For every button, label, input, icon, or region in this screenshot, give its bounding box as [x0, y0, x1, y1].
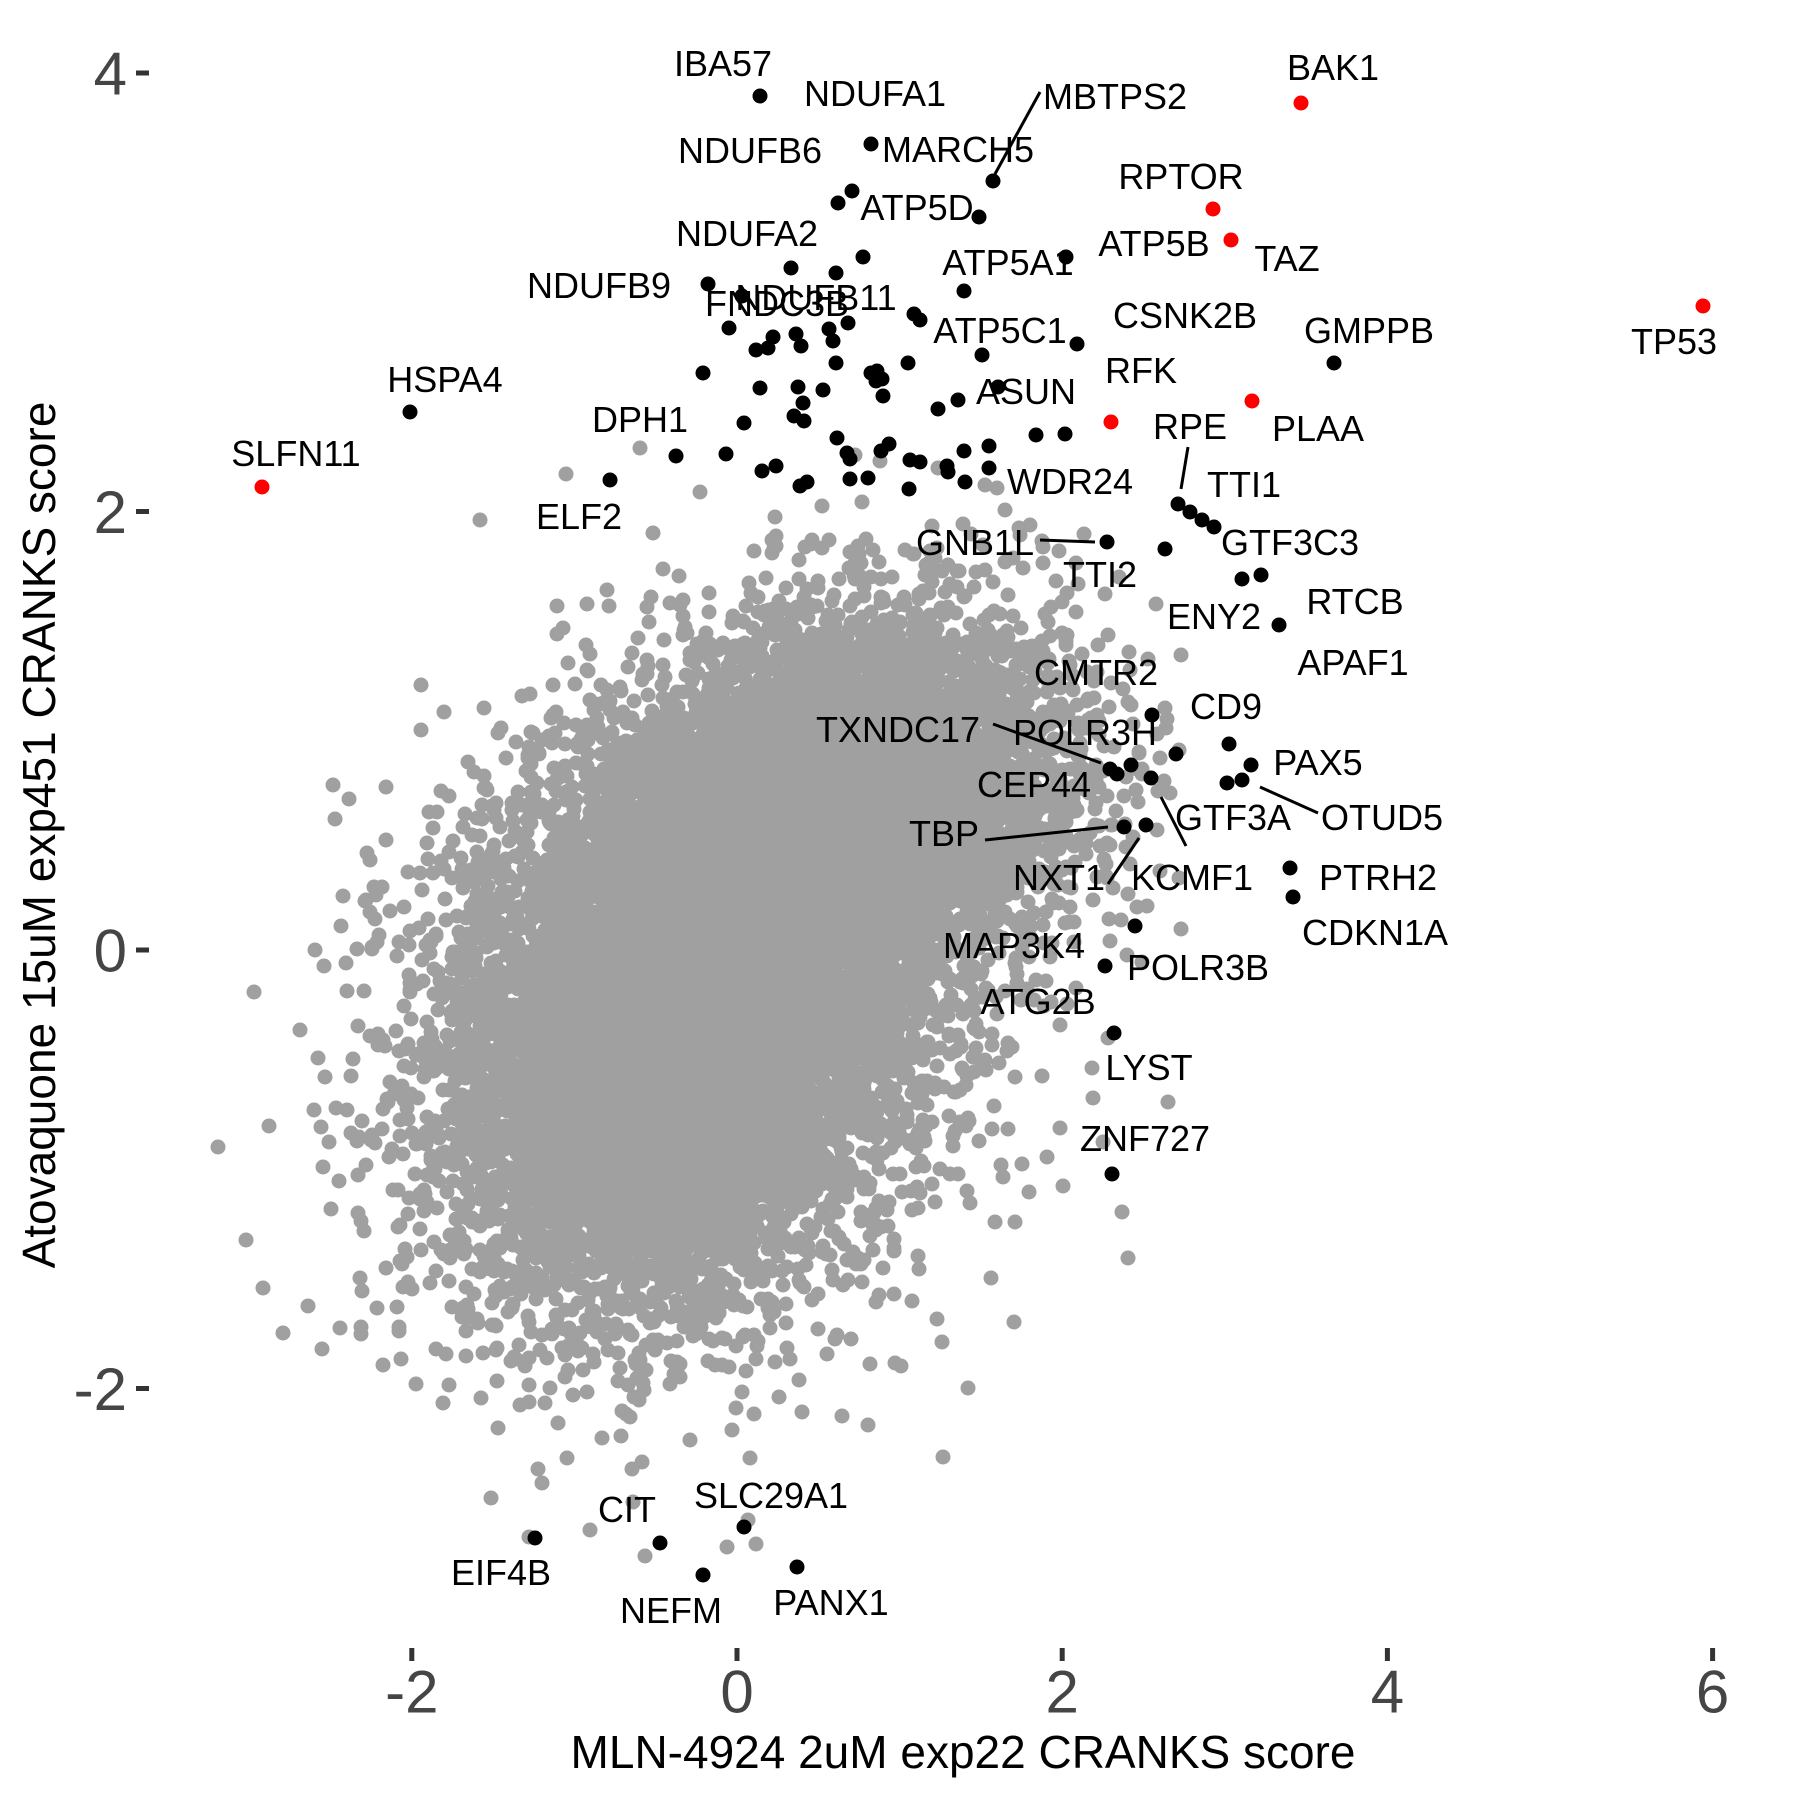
- svg-text:Atovaquone 15uM exp451 CRANKS: Atovaquone 15uM exp451 CRANKS score: [13, 402, 65, 1269]
- svg-text:WDR24: WDR24: [1007, 461, 1133, 502]
- svg-text:ENY2: ENY2: [1167, 596, 1261, 637]
- svg-text:RPE: RPE: [1153, 406, 1227, 447]
- svg-text:MLN-4924 2uM exp22 CRANKS scor: MLN-4924 2uM exp22 CRANKS score: [571, 1726, 1356, 1778]
- svg-text:RFK: RFK: [1105, 350, 1177, 391]
- svg-text:RPTOR: RPTOR: [1118, 156, 1243, 197]
- svg-text:EIF4B: EIF4B: [451, 1552, 551, 1593]
- svg-text:ZNF727: ZNF727: [1080, 1118, 1210, 1159]
- svg-text:PANX1: PANX1: [773, 1582, 888, 1623]
- svg-text:CIT: CIT: [598, 1489, 656, 1530]
- svg-text:2: 2: [1046, 1659, 1079, 1726]
- svg-text:LYST: LYST: [1105, 1047, 1192, 1088]
- svg-text:4: 4: [94, 41, 127, 108]
- svg-text:PTRH2: PTRH2: [1319, 857, 1437, 898]
- svg-text:POLR3H: POLR3H: [1013, 712, 1157, 753]
- svg-text:ATG2B: ATG2B: [980, 981, 1095, 1022]
- svg-text:NXT1: NXT1: [1013, 857, 1105, 898]
- svg-text:CEP44: CEP44: [977, 764, 1091, 805]
- svg-text:NDUFB6: NDUFB6: [678, 130, 822, 171]
- svg-text:NEFM: NEFM: [620, 1590, 722, 1631]
- svg-text:SLFN11: SLFN11: [231, 433, 360, 474]
- svg-text:NDUFA1: NDUFA1: [804, 73, 946, 114]
- svg-text:POLR3B: POLR3B: [1127, 947, 1269, 988]
- svg-text:CSNK2B: CSNK2B: [1113, 295, 1257, 336]
- svg-text:2: 2: [94, 479, 127, 546]
- svg-text:NDUFA2: NDUFA2: [676, 213, 818, 254]
- svg-text:6: 6: [1696, 1659, 1729, 1726]
- svg-text:KCMF1: KCMF1: [1131, 857, 1253, 898]
- svg-text:HSPA4: HSPA4: [387, 359, 502, 400]
- svg-text:ATP5D: ATP5D: [860, 187, 973, 228]
- svg-text:PLAA: PLAA: [1272, 408, 1364, 449]
- svg-text:GTF3A: GTF3A: [1175, 797, 1291, 838]
- svg-text:IBA57: IBA57: [674, 43, 772, 84]
- svg-text:NDUFB9: NDUFB9: [527, 265, 671, 306]
- svg-text:GMPPB: GMPPB: [1304, 310, 1434, 351]
- svg-text:PAX5: PAX5: [1273, 742, 1362, 783]
- svg-text:MAP3K4: MAP3K4: [943, 925, 1085, 966]
- svg-text:0: 0: [94, 918, 127, 985]
- svg-text:TXNDC17: TXNDC17: [816, 709, 980, 750]
- svg-text:ATP5C1: ATP5C1: [933, 310, 1066, 351]
- svg-text:DPH1: DPH1: [592, 399, 688, 440]
- svg-text:RTCB: RTCB: [1306, 581, 1403, 622]
- svg-text:APAF1: APAF1: [1297, 642, 1408, 683]
- svg-text:TBP: TBP: [909, 813, 979, 854]
- svg-text:FNDC3B: FNDC3B: [705, 283, 849, 324]
- svg-text:MARCH5: MARCH5: [882, 129, 1034, 170]
- svg-text:MBTPS2: MBTPS2: [1043, 76, 1187, 117]
- svg-text:-2: -2: [74, 1356, 127, 1423]
- svg-text:TTI2: TTI2: [1063, 554, 1137, 595]
- svg-text:GNB1L: GNB1L: [916, 522, 1034, 563]
- svg-text:NDUFB11: NDUFB11: [735, 277, 896, 318]
- svg-text:ELF2: ELF2: [536, 496, 622, 537]
- svg-text:0: 0: [720, 1659, 753, 1726]
- svg-text:ATP5A1: ATP5A1: [942, 242, 1073, 283]
- svg-text:4: 4: [1371, 1659, 1404, 1726]
- svg-text:SLC29A1: SLC29A1: [694, 1475, 848, 1516]
- svg-text:TP53: TP53: [1631, 321, 1717, 362]
- svg-text:BAK1: BAK1: [1287, 47, 1379, 88]
- svg-text:CD9: CD9: [1190, 686, 1262, 727]
- svg-text:ATP5B: ATP5B: [1098, 223, 1209, 264]
- svg-text:OTUD5: OTUD5: [1321, 797, 1443, 838]
- svg-text:TTI1: TTI1: [1207, 464, 1281, 505]
- svg-text:-2: -2: [385, 1659, 438, 1726]
- svg-text:CMTR2: CMTR2: [1034, 652, 1158, 693]
- svg-text:TAZ: TAZ: [1254, 238, 1319, 279]
- svg-text:CDKN1A: CDKN1A: [1302, 912, 1448, 953]
- svg-text:GTF3C3: GTF3C3: [1221, 522, 1359, 563]
- svg-text:ASUN: ASUN: [976, 371, 1076, 412]
